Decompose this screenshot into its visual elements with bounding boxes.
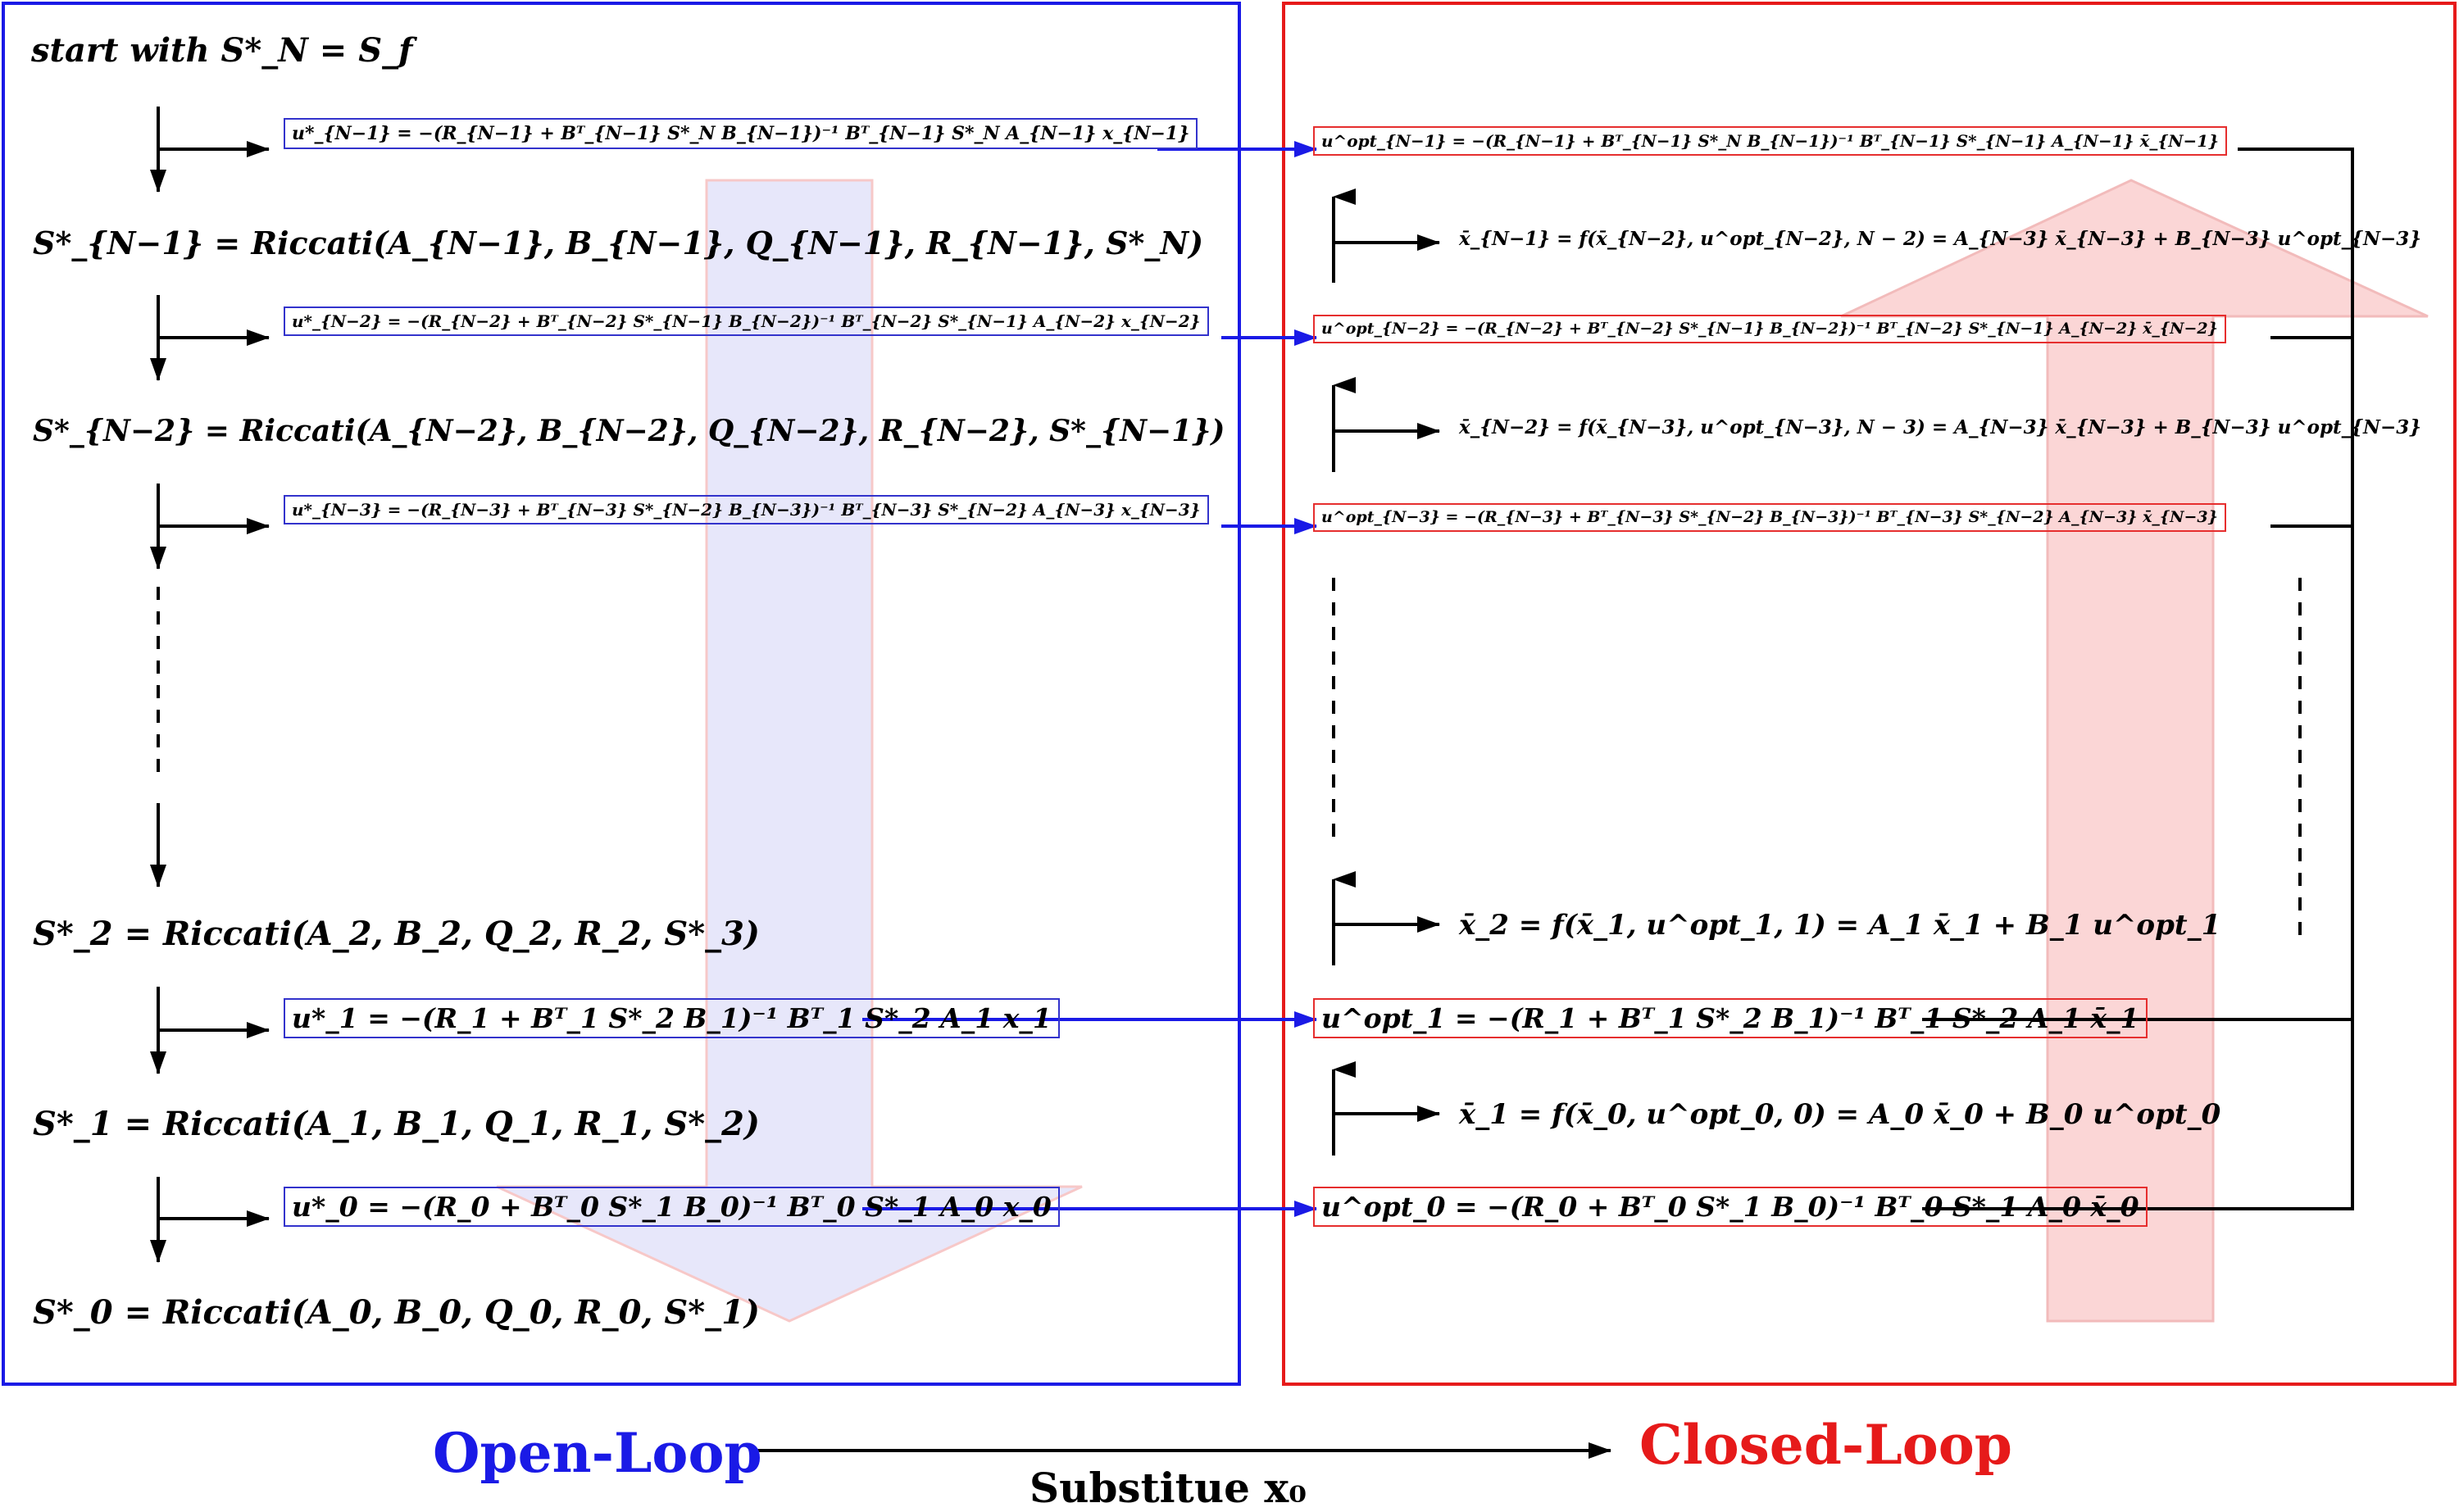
open-loop-panel: [2, 2, 1241, 1386]
riccati-step-2: S*_2 = Riccati(A_2, B_2, Q_2, R_2, S*_3): [33, 915, 760, 953]
riccati-step-n-1: S*_{N−1} = Riccati(A_{N−1}, B_{N−1}, Q_{…: [33, 225, 1204, 261]
open-loop-label: Open-Loop: [433, 1421, 762, 1485]
control-box-n-2: u^opt_{N−2} = −(R_{N−2} + Bᵀ_{N−2} S*_{N…: [1313, 315, 2226, 343]
riccati-step-n-2: S*_{N−2} = Riccati(A_{N−2}, B_{N−2}, Q_{…: [33, 414, 1225, 448]
state-update-2: x̄_2 = f(x̄_1, u^opt_1, 1) = A_1 x̄_1 + …: [1459, 909, 2221, 942]
gain-box-n-2: u*_{N−2} = −(R_{N−2} + Bᵀ_{N−2} S*_{N−1}…: [284, 306, 1209, 336]
riccati-step-0: S*_0 = Riccati(A_0, B_0, Q_0, R_0, S*_1): [33, 1293, 760, 1332]
open-loop-flow-arrow: [496, 179, 1083, 1323]
gain-box-0: u*_0 = −(R_0 + Bᵀ_0 S*_1 B_0)⁻¹ Bᵀ_0 S*_…: [284, 1187, 1060, 1227]
control-box-n-1: u^opt_{N−1} = −(R_{N−1} + Bᵀ_{N−1} S*_N …: [1313, 126, 2228, 156]
control-box-1: u^opt_1 = −(R_1 + Bᵀ_1 S*_2 B_1)⁻¹ Bᵀ_1 …: [1313, 998, 2148, 1038]
closed-loop-flow-arrow: [1840, 179, 2429, 1323]
closed-loop-label: Closed-Loop: [1639, 1413, 2012, 1477]
state-update-n-1: x̄_{N−1} = f(x̄_{N−2}, u^opt_{N−2}, N − …: [1459, 228, 2422, 250]
state-update-n-2: x̄_{N−2} = f(x̄_{N−3}, u^opt_{N−3}, N − …: [1459, 416, 2422, 438]
control-box-n-3: u^opt_{N−3} = −(R_{N−3} + Bᵀ_{N−3} S*_{N…: [1313, 503, 2226, 532]
closed-loop-panel: [1282, 2, 2457, 1386]
riccati-step-1: S*_1 = Riccati(A_1, B_1, Q_1, R_1, S*_2): [33, 1105, 760, 1143]
start-condition: start with S*_N = S_f: [31, 31, 413, 70]
state-update-1: x̄_1 = f(x̄_0, u^opt_0, 0) = A_0 x̄_0 + …: [1459, 1098, 2221, 1131]
gain-box-n-1: u*_{N−1} = −(R_{N−1} + Bᵀ_{N−1} S*_N B_{…: [284, 118, 1198, 149]
gain-box-n-3: u*_{N−3} = −(R_{N−3} + Bᵀ_{N−3} S*_{N−2}…: [284, 495, 1209, 524]
gain-box-1: u*_1 = −(R_1 + Bᵀ_1 S*_2 B_1)⁻¹ Bᵀ_1 S*_…: [284, 998, 1060, 1038]
substitute-caption: Substitue x₀: [1030, 1464, 1307, 1512]
control-box-0: u^opt_0 = −(R_0 + Bᵀ_0 S*_1 B_0)⁻¹ Bᵀ_0 …: [1313, 1187, 2148, 1227]
